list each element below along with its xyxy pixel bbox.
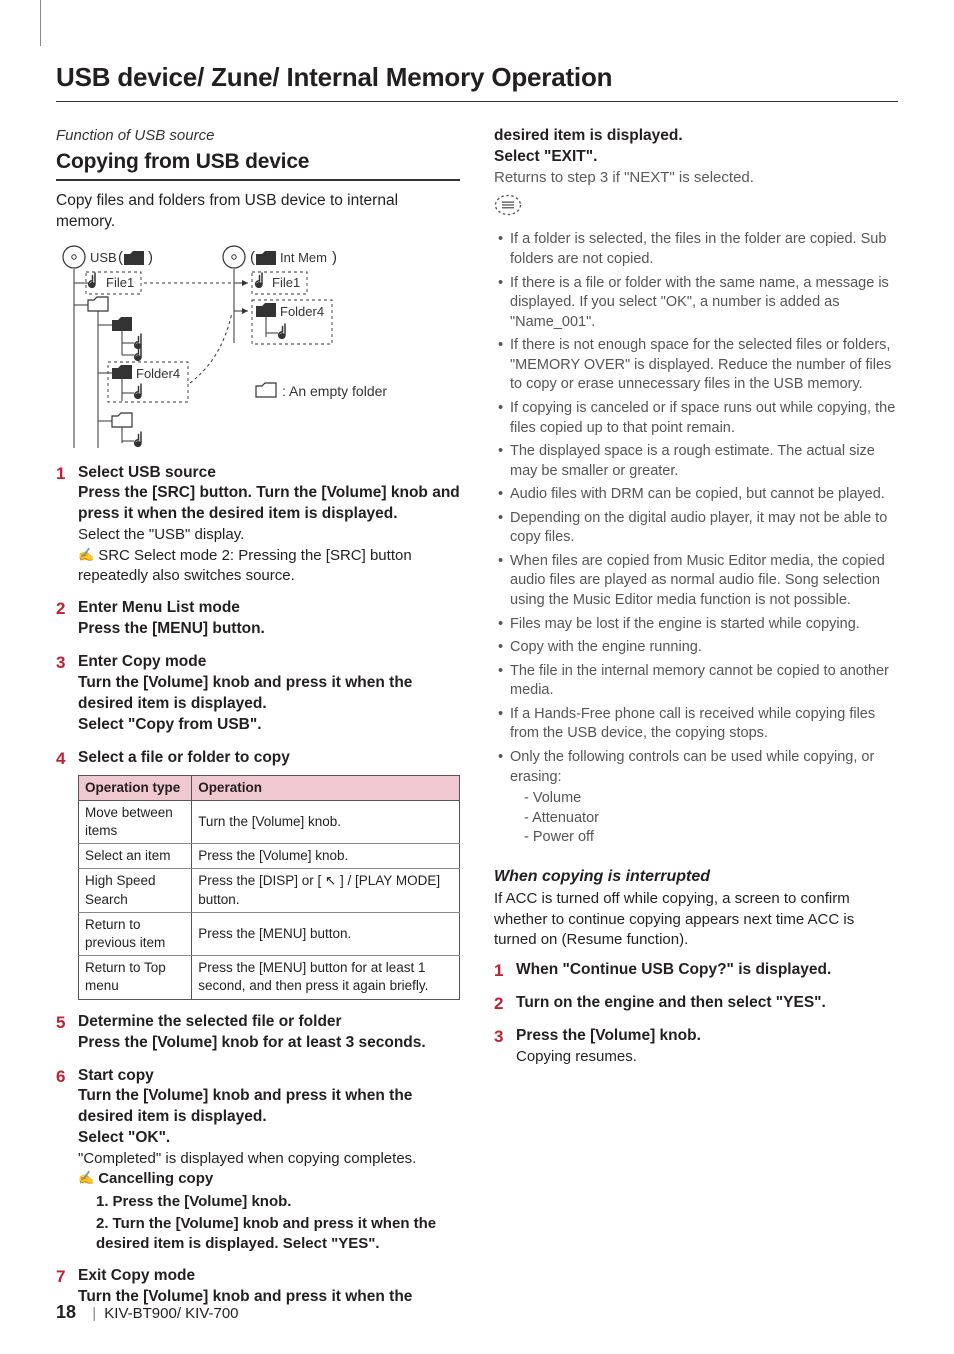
function-line: Function of USB source	[56, 126, 460, 146]
title-rule	[56, 101, 898, 102]
model-name: KIV-BT900/ KIV-700	[104, 1305, 238, 1322]
interrupt-step-2: 2 Turn on the engine and then select "YE…	[494, 993, 898, 1014]
step-number: 1	[56, 463, 65, 486]
diagram-folder4-l: Folder4	[136, 366, 180, 381]
diagram-intmem-label: Int Mem	[280, 250, 327, 265]
step-number: 3	[494, 1026, 503, 1049]
diagram-usb-label: USB	[90, 250, 117, 265]
step-3: 3 Enter Copy mode Turn the [Volume] knob…	[56, 652, 460, 736]
svg-text:): )	[332, 249, 337, 266]
step-number: 7	[56, 1266, 65, 1289]
table-header: Operation type	[79, 775, 192, 800]
list-item: The displayed space is a rough estimate.…	[498, 442, 898, 481]
step-title: Select a file or folder to copy	[78, 748, 460, 769]
step-body: Select the "USB" display.	[78, 525, 460, 545]
step-number: 4	[56, 748, 65, 771]
interrupt-step-1: 1 When "Continue USB Copy?" is displayed…	[494, 960, 898, 981]
step-number: 1	[494, 960, 503, 983]
svg-text:File1: File1	[272, 275, 300, 290]
list-item: If copying is canceled or if space runs …	[498, 399, 898, 438]
diagram-legend: : An empty folder	[282, 383, 387, 399]
table-header: Operation	[192, 775, 460, 800]
list-item: If a folder is selected, the files in th…	[498, 230, 898, 269]
step-number: 6	[56, 1066, 65, 1089]
operation-table: Operation type Operation Move between it…	[78, 775, 460, 1000]
step-title: Start copy	[78, 1066, 460, 1087]
list-item: If there is not enough space for the sel…	[498, 336, 898, 395]
cancel-steps: 1.Press the [Volume] knob. 2.Turn the [V…	[78, 1192, 460, 1255]
step-bold: Press the [Volume] knob for at least 3 s…	[78, 1033, 460, 1054]
interrupt-heading: When copying is interrupted	[494, 866, 898, 888]
note-icon	[494, 194, 522, 222]
cancel-heading: ✍Cancelling copy	[78, 1169, 460, 1189]
cont-bold-2: Select "EXIT".	[494, 147, 898, 168]
list-item: When files are copied from Music Editor …	[498, 552, 898, 611]
step-title: Exit Copy mode	[78, 1266, 460, 1287]
table-row: Return to Top menuPress the [MENU] butto…	[79, 956, 460, 999]
steps-list: 1 Select USB source Press the [SRC] butt…	[56, 463, 460, 1309]
step-2: 2 Enter Menu List mode Press the [MENU] …	[56, 598, 460, 640]
table-row: Move between itemsTurn the [Volume] knob…	[79, 800, 460, 843]
step-title: Determine the selected file or folder	[78, 1012, 460, 1033]
cont-body: Returns to step 3 if "NEXT" is selected.	[494, 168, 898, 188]
step-bold: Press the [MENU] button.	[78, 619, 460, 640]
interrupt-steps: 1 When "Continue USB Copy?" is displayed…	[494, 960, 898, 1067]
interrupt-intro: If ACC is turned off while copying, a sc…	[494, 889, 898, 950]
step-bold: Turn the [Volume] knob and press it when…	[78, 1086, 460, 1149]
step-title: Enter Copy mode	[78, 652, 460, 673]
table-row: Select an itemPress the [Volume] knob.	[79, 844, 460, 869]
step-number: 5	[56, 1012, 65, 1035]
dash-list: Volume Attenuator Power off	[510, 789, 898, 848]
step-1: 1 Select USB source Press the [SRC] butt…	[56, 463, 460, 587]
list-item: If there is a file or folder with the sa…	[498, 274, 898, 333]
table-row: Return to previous itemPress the [MENU] …	[79, 912, 460, 955]
svg-text:(: (	[250, 249, 255, 266]
list-item: Audio files with DRM can be copied, but …	[498, 485, 898, 505]
page-number: 18	[56, 1302, 76, 1322]
interrupt-step-3: 3 Press the [Volume] knob. Copying resum…	[494, 1026, 898, 1067]
margin-rule	[40, 0, 41, 46]
step-6: 6 Start copy Turn the [Volume] knob and …	[56, 1066, 460, 1255]
page-title: USB device/ Zune/ Internal Memory Operat…	[56, 60, 898, 95]
step-number: 2	[56, 598, 65, 621]
svg-text:Folder4: Folder4	[280, 304, 324, 319]
step-body: "Completed" is displayed when copying co…	[78, 1149, 460, 1169]
diagram-file1-label: File1	[106, 275, 134, 290]
list-item: If a Hands-Free phone call is received w…	[498, 705, 898, 744]
svg-text:(: (	[118, 249, 123, 266]
list-item: Files may be lost if the engine is start…	[498, 615, 898, 635]
table-row: High Speed SearchPress the [DISP] or [ ↖…	[79, 869, 460, 912]
sub-rule	[56, 179, 460, 181]
step-number: 2	[494, 993, 503, 1016]
step-title: Select USB source	[78, 463, 460, 484]
step-4: 4 Select a file or folder to copy Operat…	[56, 748, 460, 1000]
copy-diagram: USB ( ) File1 Folder4 ( Int Mem ) File1 …	[56, 243, 416, 453]
svg-text:): )	[148, 249, 153, 266]
step-note: ✍SRC Select mode 2: Pressing the [SRC] b…	[78, 546, 460, 587]
list-item: The file in the internal memory cannot b…	[498, 662, 898, 701]
list-item: Copy with the engine running.	[498, 638, 898, 658]
cont-bold-1: desired item is displayed.	[494, 126, 898, 147]
right-column: desired item is displayed. Select "EXIT"…	[494, 126, 898, 1320]
step-bold: Turn the [Volume] knob and press it when…	[78, 673, 460, 736]
list-item: Depending on the digital audio player, i…	[498, 509, 898, 548]
step-bold: Press the [SRC] button. Turn the [Volume…	[78, 483, 460, 525]
left-column: Function of USB source Copying from USB …	[56, 126, 460, 1320]
intro-text: Copy files and folders from USB device t…	[56, 191, 460, 233]
page-footer: 18 | KIV-BT900/ KIV-700	[56, 1300, 239, 1324]
list-item: Only the following controls can be used …	[498, 748, 898, 848]
step-number: 3	[56, 652, 65, 675]
step-title: Enter Menu List mode	[78, 598, 460, 619]
notes-list: If a folder is selected, the files in th…	[494, 230, 898, 847]
section-subhead: Copying from USB device	[56, 148, 460, 176]
step-5: 5 Determine the selected file or folder …	[56, 1012, 460, 1054]
